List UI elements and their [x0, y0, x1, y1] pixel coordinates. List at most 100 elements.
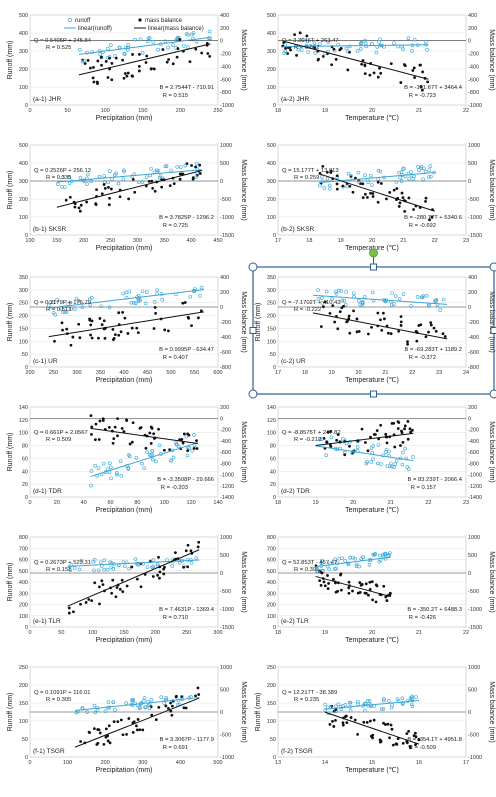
mass-balance-point	[408, 744, 412, 748]
runoff-point	[109, 476, 113, 481]
mass-balance-point	[107, 426, 111, 429]
y-tick-label: 50	[270, 737, 276, 743]
runoff-point	[428, 164, 433, 168]
x-tick-label: 24	[463, 370, 469, 376]
mass-balance-point	[149, 425, 153, 429]
mass-balance-point	[92, 80, 96, 84]
runoff-point	[409, 170, 413, 174]
y-tick-label: 800	[19, 535, 28, 541]
y2-tick-label: 1000	[468, 665, 480, 671]
y-tick-label: 100	[267, 215, 276, 221]
mass-balance-point	[195, 447, 199, 450]
mass-balance-point	[135, 724, 138, 728]
mass-balance-point	[200, 51, 204, 55]
mass-balance-point	[181, 301, 185, 305]
runoff-point	[69, 307, 74, 311]
runoff-point	[407, 176, 411, 181]
mass-balance-point	[390, 727, 394, 731]
mass-balance-point	[122, 76, 126, 80]
runoff-point	[190, 448, 195, 453]
mass-balance-point	[347, 586, 351, 590]
mass-balance-point	[153, 189, 157, 193]
mass-balance-point	[90, 336, 94, 340]
runoff-point	[387, 699, 391, 703]
runoff-point	[367, 699, 372, 703]
runoff-point	[133, 301, 138, 306]
y-tick-label: 300	[19, 591, 28, 597]
y2-tick-label: -800	[468, 461, 479, 467]
y-axis-label: Runoff (mm)	[255, 303, 262, 342]
mass-balance-point	[197, 693, 201, 696]
runoff-point	[169, 168, 173, 173]
panel-f1: 0 50 100 150 200 250 -1000 -500 0 500 1000 0 100 200 3…	[7, 665, 247, 774]
plot-frame	[29, 14, 219, 106]
mass-balance-point	[326, 587, 330, 590]
runoff-point	[101, 50, 105, 54]
runoff-point	[145, 39, 150, 44]
y-tick-label: 200	[19, 67, 28, 73]
y2-tick-label: -1000	[468, 473, 482, 479]
x-tick-label: 300	[72, 370, 81, 376]
runoff-point	[333, 557, 337, 562]
runoff-point	[351, 291, 356, 296]
mass-balance-point	[90, 319, 94, 323]
runoff-equation: Q = 0.1091P + 116.01	[34, 690, 91, 696]
y2-tick-label: -1500	[468, 625, 482, 631]
runoff-point	[103, 709, 108, 713]
mass-balance-point	[400, 429, 403, 433]
y2-tick-label: -400	[220, 335, 231, 341]
y2-tick-label: -1000	[468, 755, 482, 761]
y-tick-label: 150	[267, 701, 276, 707]
mass-balance-point	[98, 317, 102, 320]
mass-balance-point	[428, 218, 431, 222]
runoff-point	[410, 49, 414, 53]
runoff-point	[370, 183, 374, 187]
mass-balance-point	[173, 551, 177, 555]
mass-balance-fit-line	[282, 40, 429, 80]
y-tick-label: 400	[19, 31, 28, 37]
mass-balance-point	[354, 176, 357, 180]
runoff-point	[154, 459, 158, 464]
runoff-point	[174, 440, 178, 445]
y2-tick-label: 0	[468, 416, 471, 422]
mass-balance-point	[68, 195, 72, 199]
y-tick-label: 400	[267, 580, 276, 586]
mass-balance-point	[406, 420, 410, 423]
runoff-point	[335, 561, 340, 565]
legend-lin-mass: linear(mass balance)	[148, 26, 204, 32]
mass-equation: B = -3.3508P - 29.666	[157, 477, 214, 483]
mass-balance-point	[399, 320, 403, 324]
panel-label: (e-1) TLR	[33, 618, 61, 625]
y-tick-label: 500	[19, 569, 28, 575]
mass-balance-point	[141, 728, 145, 732]
runoff-point	[318, 436, 322, 441]
mass-balance-point	[130, 440, 134, 444]
mass-balance-point	[386, 722, 390, 726]
mass-r-value: R = 0.691	[163, 745, 188, 751]
y-tick-label: 0	[273, 755, 276, 761]
runoff-point	[140, 51, 145, 55]
y2-tick-label: 200	[468, 405, 477, 411]
runoff-point	[119, 473, 124, 478]
mass-balance-point	[371, 195, 375, 198]
y2-axis-label: Mass balance (mm)	[240, 551, 247, 612]
mass-balance-point	[334, 719, 337, 722]
mass-balance-point	[407, 196, 411, 200]
runoff-point	[406, 467, 411, 471]
y-tick-label: 300	[19, 288, 28, 294]
x-tick-label: 60	[108, 500, 114, 506]
mass-balance-point	[319, 325, 323, 329]
runoff-point	[376, 168, 381, 173]
runoff-point	[163, 39, 168, 44]
y2-axis-label: Mass balance (mm)	[488, 551, 495, 612]
runoff-point	[60, 185, 64, 189]
mass-balance-point	[158, 570, 162, 574]
runoff-point	[108, 169, 112, 174]
mass-balance-point	[110, 591, 114, 595]
mass-balance-point	[106, 734, 110, 738]
mass-balance-point	[335, 182, 339, 186]
y2-tick-label: 1000	[220, 143, 232, 149]
runoff-point	[96, 466, 101, 470]
y-tick-label: 100	[267, 614, 276, 620]
mass-balance-point	[393, 445, 397, 449]
